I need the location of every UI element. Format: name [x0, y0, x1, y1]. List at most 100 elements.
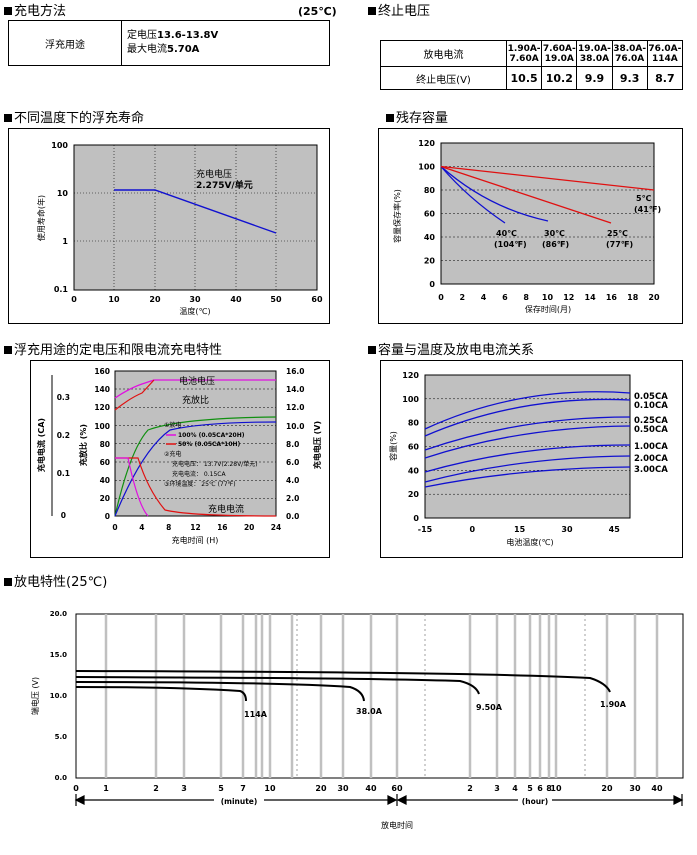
- svg-text:80: 80: [100, 440, 110, 449]
- cv-prefix: 定电压: [127, 30, 157, 41]
- charge-x-ticks: 0 4 8 12 16 20 24: [112, 523, 281, 532]
- svg-text:140: 140: [94, 385, 110, 394]
- charge-ratio-green: [114, 416, 277, 517]
- curve-9.5a: [75, 676, 480, 695]
- svg-text:20: 20: [424, 257, 436, 266]
- svg-text:20.0: 20.0: [50, 610, 67, 618]
- svg-text:80: 80: [408, 419, 420, 428]
- svg-text:20: 20: [601, 784, 613, 793]
- cutoff-voltage-table: 放电电流 1.90A- 7.60A 7.60A- 19.0A 19.0A- 38.0A…: [380, 40, 684, 90]
- svg-text:14: 14: [585, 293, 597, 302]
- svg-text:4: 4: [139, 523, 144, 532]
- svg-text:2.0: 2.0: [286, 494, 299, 503]
- curve-38a: [75, 681, 365, 702]
- svg-text:40: 40: [424, 233, 436, 242]
- current-range-2: 7.60A- 19.0A: [541, 40, 578, 67]
- svg-text:2: 2: [153, 784, 159, 793]
- cap-temp-x-label: 电池温度(℃): [506, 537, 553, 547]
- cap-label: 0.10CA: [634, 401, 668, 411]
- svg-text:0.0: 0.0: [286, 512, 299, 521]
- charge-voltage-label: 充电电压 (V): [312, 421, 322, 469]
- discharge-label: 1.90A: [600, 700, 627, 709]
- svg-text:10: 10: [542, 293, 554, 302]
- svg-text:20: 20: [648, 293, 660, 302]
- discharge-chart: 114A 38.0A 9.50A 1.90A 20.0 15.0 10.0 5.…: [30, 610, 684, 830]
- svg-text:6: 6: [537, 784, 543, 793]
- current-range-5: 76.0A- 114A: [646, 40, 684, 67]
- hour-label: (hour): [522, 797, 548, 806]
- svg-text:0: 0: [73, 784, 79, 793]
- svg-text:8.0: 8.0: [286, 440, 299, 449]
- float-use-cell: 浮充用途: [8, 20, 122, 66]
- svg-text:①放电: ①放电: [164, 421, 181, 429]
- svg-text:18: 18: [627, 293, 639, 302]
- charging-method-title-text: 充电方法: [14, 4, 67, 19]
- cap-curve-0.05ca: [424, 391, 631, 430]
- cap-curve-2.00ca: [424, 455, 631, 483]
- svg-text:-15: -15: [418, 525, 433, 534]
- cutoff-value-4: 9.3: [611, 66, 648, 90]
- charge-right-ticks: 16.0 14.0 12.0 10.0 8.0 6.0 4.0 2.0 0.0: [286, 367, 305, 521]
- charge-current-label: 充电电流 (CA): [36, 418, 46, 472]
- charge-left-axis1-ticks: 0.3 0.2 0.1 0: [57, 393, 70, 520]
- cutoff-value-2: 10.2: [541, 66, 578, 90]
- residual-label-86f: (86℉): [542, 240, 569, 249]
- svg-text:50% (0.05CA*10H): 50% (0.05CA*10H): [178, 441, 241, 448]
- max-current-prefix: 最大电流: [127, 44, 167, 55]
- svg-text:40: 40: [651, 784, 663, 793]
- float-life-gridlines: [74, 145, 317, 290]
- svg-text:60: 60: [408, 443, 420, 452]
- svg-text:6: 6: [502, 293, 508, 302]
- svg-text:15: 15: [514, 525, 526, 534]
- charging-values-cell: 定电压13.6-13.8V 最大电流5.70A: [121, 20, 330, 66]
- residual-curve-40c: [440, 166, 506, 224]
- svg-text:充电电压： 13.7V(2.28V/单元): 充电电压： 13.7V(2.28V/单元): [172, 460, 258, 468]
- cap-curve-1.00ca: [424, 444, 631, 473]
- charge-legend: ①放电 100% (0.05CA*20H) 50% (0.05CA*10H) ②…: [164, 421, 258, 488]
- cap-curve-labels: 0.05CA 0.10CA 0.25CA 0.50CA 1.00CA 2.00C…: [634, 392, 668, 475]
- svg-text:16.0: 16.0: [286, 367, 305, 376]
- residual-x-ticks: 0 2 4 6 8 10 12 14 16 18 20: [438, 293, 660, 302]
- cap-curve-3.00ca: [424, 466, 631, 488]
- float-life-curve: [114, 189, 277, 234]
- charge-current-magenta: [115, 457, 149, 517]
- float-life-annot-1: 充电电压: [196, 168, 232, 180]
- cutoff-voltage-title: 终止电压: [368, 4, 430, 19]
- residual-label-40c: 40℃: [496, 229, 517, 238]
- float-life-x-ticks: 0 10 20 30 40 50 60: [71, 295, 323, 304]
- svg-text:5: 5: [527, 784, 533, 793]
- svg-text:8: 8: [523, 293, 529, 302]
- minute-label-bg: [214, 795, 264, 806]
- discharge-minute-ticks: 0 1 2 3 5 7 10 20 30 40 60: [73, 784, 403, 793]
- float-life-xtick: 30: [189, 295, 201, 304]
- cap-temp-curves: [424, 391, 631, 488]
- svg-text:40: 40: [100, 476, 110, 485]
- svg-text:120: 120: [94, 403, 110, 412]
- svg-text:③环境温度： 25℃ (77℉): ③环境温度： 25℃ (77℉): [164, 480, 236, 488]
- max-current-value: 5.70A: [167, 44, 200, 55]
- svg-text:100: 100: [402, 395, 419, 404]
- svg-text:4: 4: [512, 784, 518, 793]
- svg-text:24: 24: [271, 523, 281, 532]
- svg-text:80: 80: [424, 186, 436, 195]
- cutoff-voltage-title-text: 终止电压: [378, 4, 431, 19]
- svg-text:100% (0.05CA*20H): 100% (0.05CA*20H): [178, 432, 245, 439]
- float-life-ytick-0.1: 0.1: [54, 285, 69, 294]
- discharge-x-label: 放电时间: [381, 820, 413, 830]
- svg-text:7: 7: [240, 784, 246, 793]
- svg-text:0.0: 0.0: [55, 774, 68, 782]
- discharge-label: 9.50A: [476, 703, 503, 712]
- residual-label-104f: (104℉): [494, 240, 527, 249]
- cap-curve-0.50ca: [424, 425, 631, 459]
- float-life-title: 不同温度下的浮充寿命: [4, 111, 144, 126]
- charge-left-axis2-ticks: 160 140 120 100 80 60 40 20 0: [94, 367, 110, 521]
- svg-text:4.0: 4.0: [286, 476, 299, 485]
- cap-temp-chart: 0.05CA 0.10CA 0.25CA 0.50CA 1.00CA 2.00C…: [380, 360, 683, 558]
- cap-label: 1.00CA: [634, 442, 668, 452]
- discharge-title: 放电特性(25℃): [4, 575, 107, 590]
- svg-text:30: 30: [561, 525, 573, 534]
- float-life-xtick: 60: [311, 295, 323, 304]
- cv-value: 13.6-13.8V: [157, 30, 219, 41]
- charge-char-title-text: 浮充用途的定电压和限电流充电特性: [14, 343, 223, 358]
- residual-chart: 40℃ (104℉) 30℃ (86℉) 25℃ (77℉) 5℃ (41℉) …: [378, 128, 683, 324]
